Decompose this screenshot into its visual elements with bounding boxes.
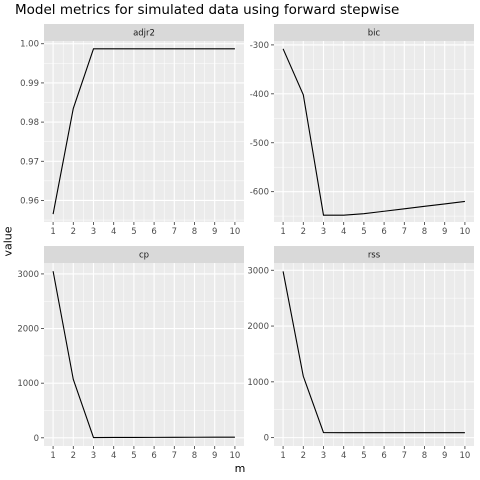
y-tick-label: 1000 — [247, 378, 269, 388]
x-tick-label: 8 — [192, 227, 197, 237]
x-tick-label: 5 — [131, 227, 136, 237]
facet-panel-bic: bic -600 -500 -400 -300 1 2 3 4 5 6 7 8 9 10 — [250, 24, 474, 237]
x-tick-label: 6 — [381, 451, 386, 461]
facet-panel-cp: cp 0 1000 2000 3000 1 2 3 4 5 6 7 8 9 10 — [17, 246, 244, 461]
x-tick-label: 10 — [229, 451, 240, 461]
y-tick-label: 0 — [264, 434, 269, 444]
y-tick-label: 3000 — [17, 270, 39, 280]
y-tick-label: 0.98 — [20, 118, 39, 128]
x-tick-label: 2 — [301, 227, 306, 237]
facet-strip — [44, 246, 244, 263]
x-tick-label: 4 — [111, 227, 116, 237]
y-tick-label: 1.00 — [20, 40, 39, 50]
x-tick-label: 1 — [50, 227, 55, 237]
series-line-rss — [282, 271, 465, 434]
x-tick-label: 3 — [91, 227, 96, 237]
facet-strip-label: cp — [139, 251, 149, 261]
x-tick-label: 4 — [111, 451, 116, 461]
x-tick-label: 9 — [212, 451, 217, 461]
x-tick-label: 5 — [131, 451, 136, 461]
x-tick-label: 4 — [341, 451, 346, 461]
facet-strip — [274, 24, 474, 41]
x-tick-label: 3 — [321, 451, 326, 461]
facet-strip-label: rss — [368, 251, 381, 261]
x-tick-label: 1 — [280, 227, 285, 237]
facet-strip — [274, 246, 474, 263]
x-tick-label: 7 — [402, 451, 407, 461]
x-tick-label: 6 — [381, 227, 386, 237]
y-tick-label: -300 — [250, 41, 269, 51]
x-tick-label: 3 — [321, 227, 326, 237]
x-tick-label: 3 — [91, 451, 96, 461]
y-tick-label: 3000 — [247, 266, 269, 276]
y-tick-label: 2000 — [247, 322, 269, 332]
series-line-adjr2 — [52, 48, 235, 215]
facet-panel-rss: rss 0 1000 2000 3000 1 2 3 4 5 6 7 8 9 10 — [247, 246, 474, 461]
x-tick-label: 8 — [422, 451, 427, 461]
x-tick-label: 1 — [50, 451, 55, 461]
y-tick-label: -500 — [250, 139, 269, 149]
x-axis-label: m — [234, 462, 246, 475]
x-tick-label: 1 — [280, 451, 285, 461]
series-line-cp — [52, 271, 235, 439]
x-tick-label: 8 — [422, 227, 427, 237]
x-tick-label: 6 — [151, 227, 156, 237]
y-tick-label: 0 — [34, 434, 39, 444]
x-tick-label: 10 — [459, 227, 470, 237]
facet-strip-label: adjr2 — [133, 29, 155, 39]
y-tick-label: 0.97 — [20, 157, 39, 167]
x-tick-label: 7 — [172, 227, 177, 237]
facet-strip-label: bic — [368, 29, 381, 39]
x-tick-label: 4 — [341, 227, 346, 237]
x-tick-label: 9 — [212, 227, 217, 237]
x-tick-label: 6 — [151, 451, 156, 461]
x-tick-label: 9 — [442, 451, 447, 461]
x-tick-label: 2 — [71, 227, 76, 237]
x-tick-label: 2 — [71, 451, 76, 461]
x-tick-label: 7 — [402, 227, 407, 237]
x-tick-label: 8 — [192, 451, 197, 461]
x-tick-label: 5 — [361, 227, 366, 237]
y-tick-label: 2000 — [17, 325, 39, 335]
y-tick-label: -600 — [250, 188, 269, 198]
y-tick-label: -400 — [250, 90, 269, 100]
series-line-bic — [282, 48, 465, 216]
facet-panel-adjr2: adjr2 0.96 0.97 0.98 0.99 1.00 1 2 3 4 5 6 7 8 9 10 — [20, 24, 244, 237]
x-tick-label: 7 — [172, 451, 177, 461]
x-tick-label: 10 — [229, 227, 240, 237]
y-axis-label: value — [1, 226, 15, 257]
chart-title: Model metrics for simulated data using f… — [15, 2, 400, 18]
y-tick-label: 1000 — [17, 379, 39, 389]
y-tick-label: 0.96 — [20, 196, 39, 206]
x-tick-label: 9 — [442, 227, 447, 237]
facet-strip — [44, 24, 244, 41]
y-tick-label: 0.99 — [20, 79, 39, 89]
x-tick-label: 10 — [459, 451, 470, 461]
x-tick-label: 5 — [361, 451, 366, 461]
x-tick-label: 2 — [301, 451, 306, 461]
